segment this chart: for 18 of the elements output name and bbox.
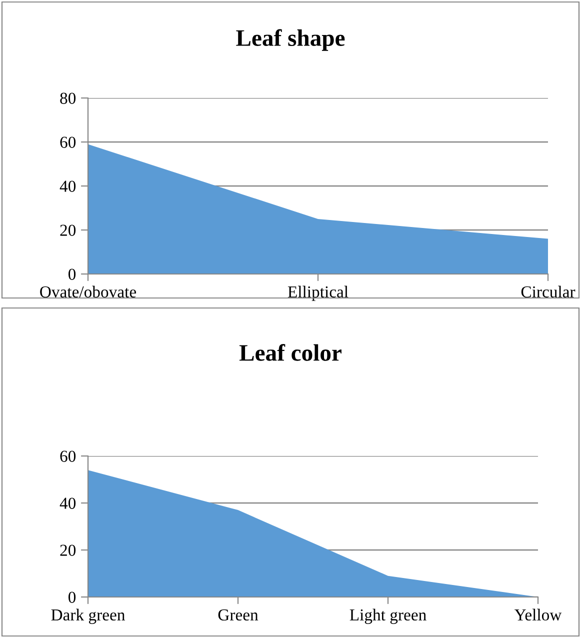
- x-tick-label: Yellow: [514, 608, 562, 621]
- x-tick-label: Elliptical: [288, 286, 348, 301]
- x-tick-label: Circular: [521, 286, 576, 298]
- x-tick-label: Dark green: [51, 608, 125, 624]
- y-tick-label: 0: [68, 592, 76, 603]
- y-tick-label: 0: [68, 268, 76, 280]
- chart-title: Leaf color: [239, 344, 342, 361]
- x-tick-label: Light green: [350, 608, 426, 624]
- y-tick-label: 60: [60, 136, 76, 148]
- y-tick-label: 80: [60, 92, 76, 104]
- y-tick-label: 40: [60, 498, 76, 509]
- y-tick-label: 40: [60, 180, 76, 192]
- y-tick-label: 60: [60, 450, 76, 462]
- x-tick-label: Ovate/obovate: [40, 286, 136, 298]
- y-tick-label: 20: [60, 224, 76, 236]
- y-tick-label: 20: [60, 544, 76, 556]
- x-tick-label: Green: [218, 609, 258, 621]
- chart-title: Leaf shape: [236, 29, 345, 51]
